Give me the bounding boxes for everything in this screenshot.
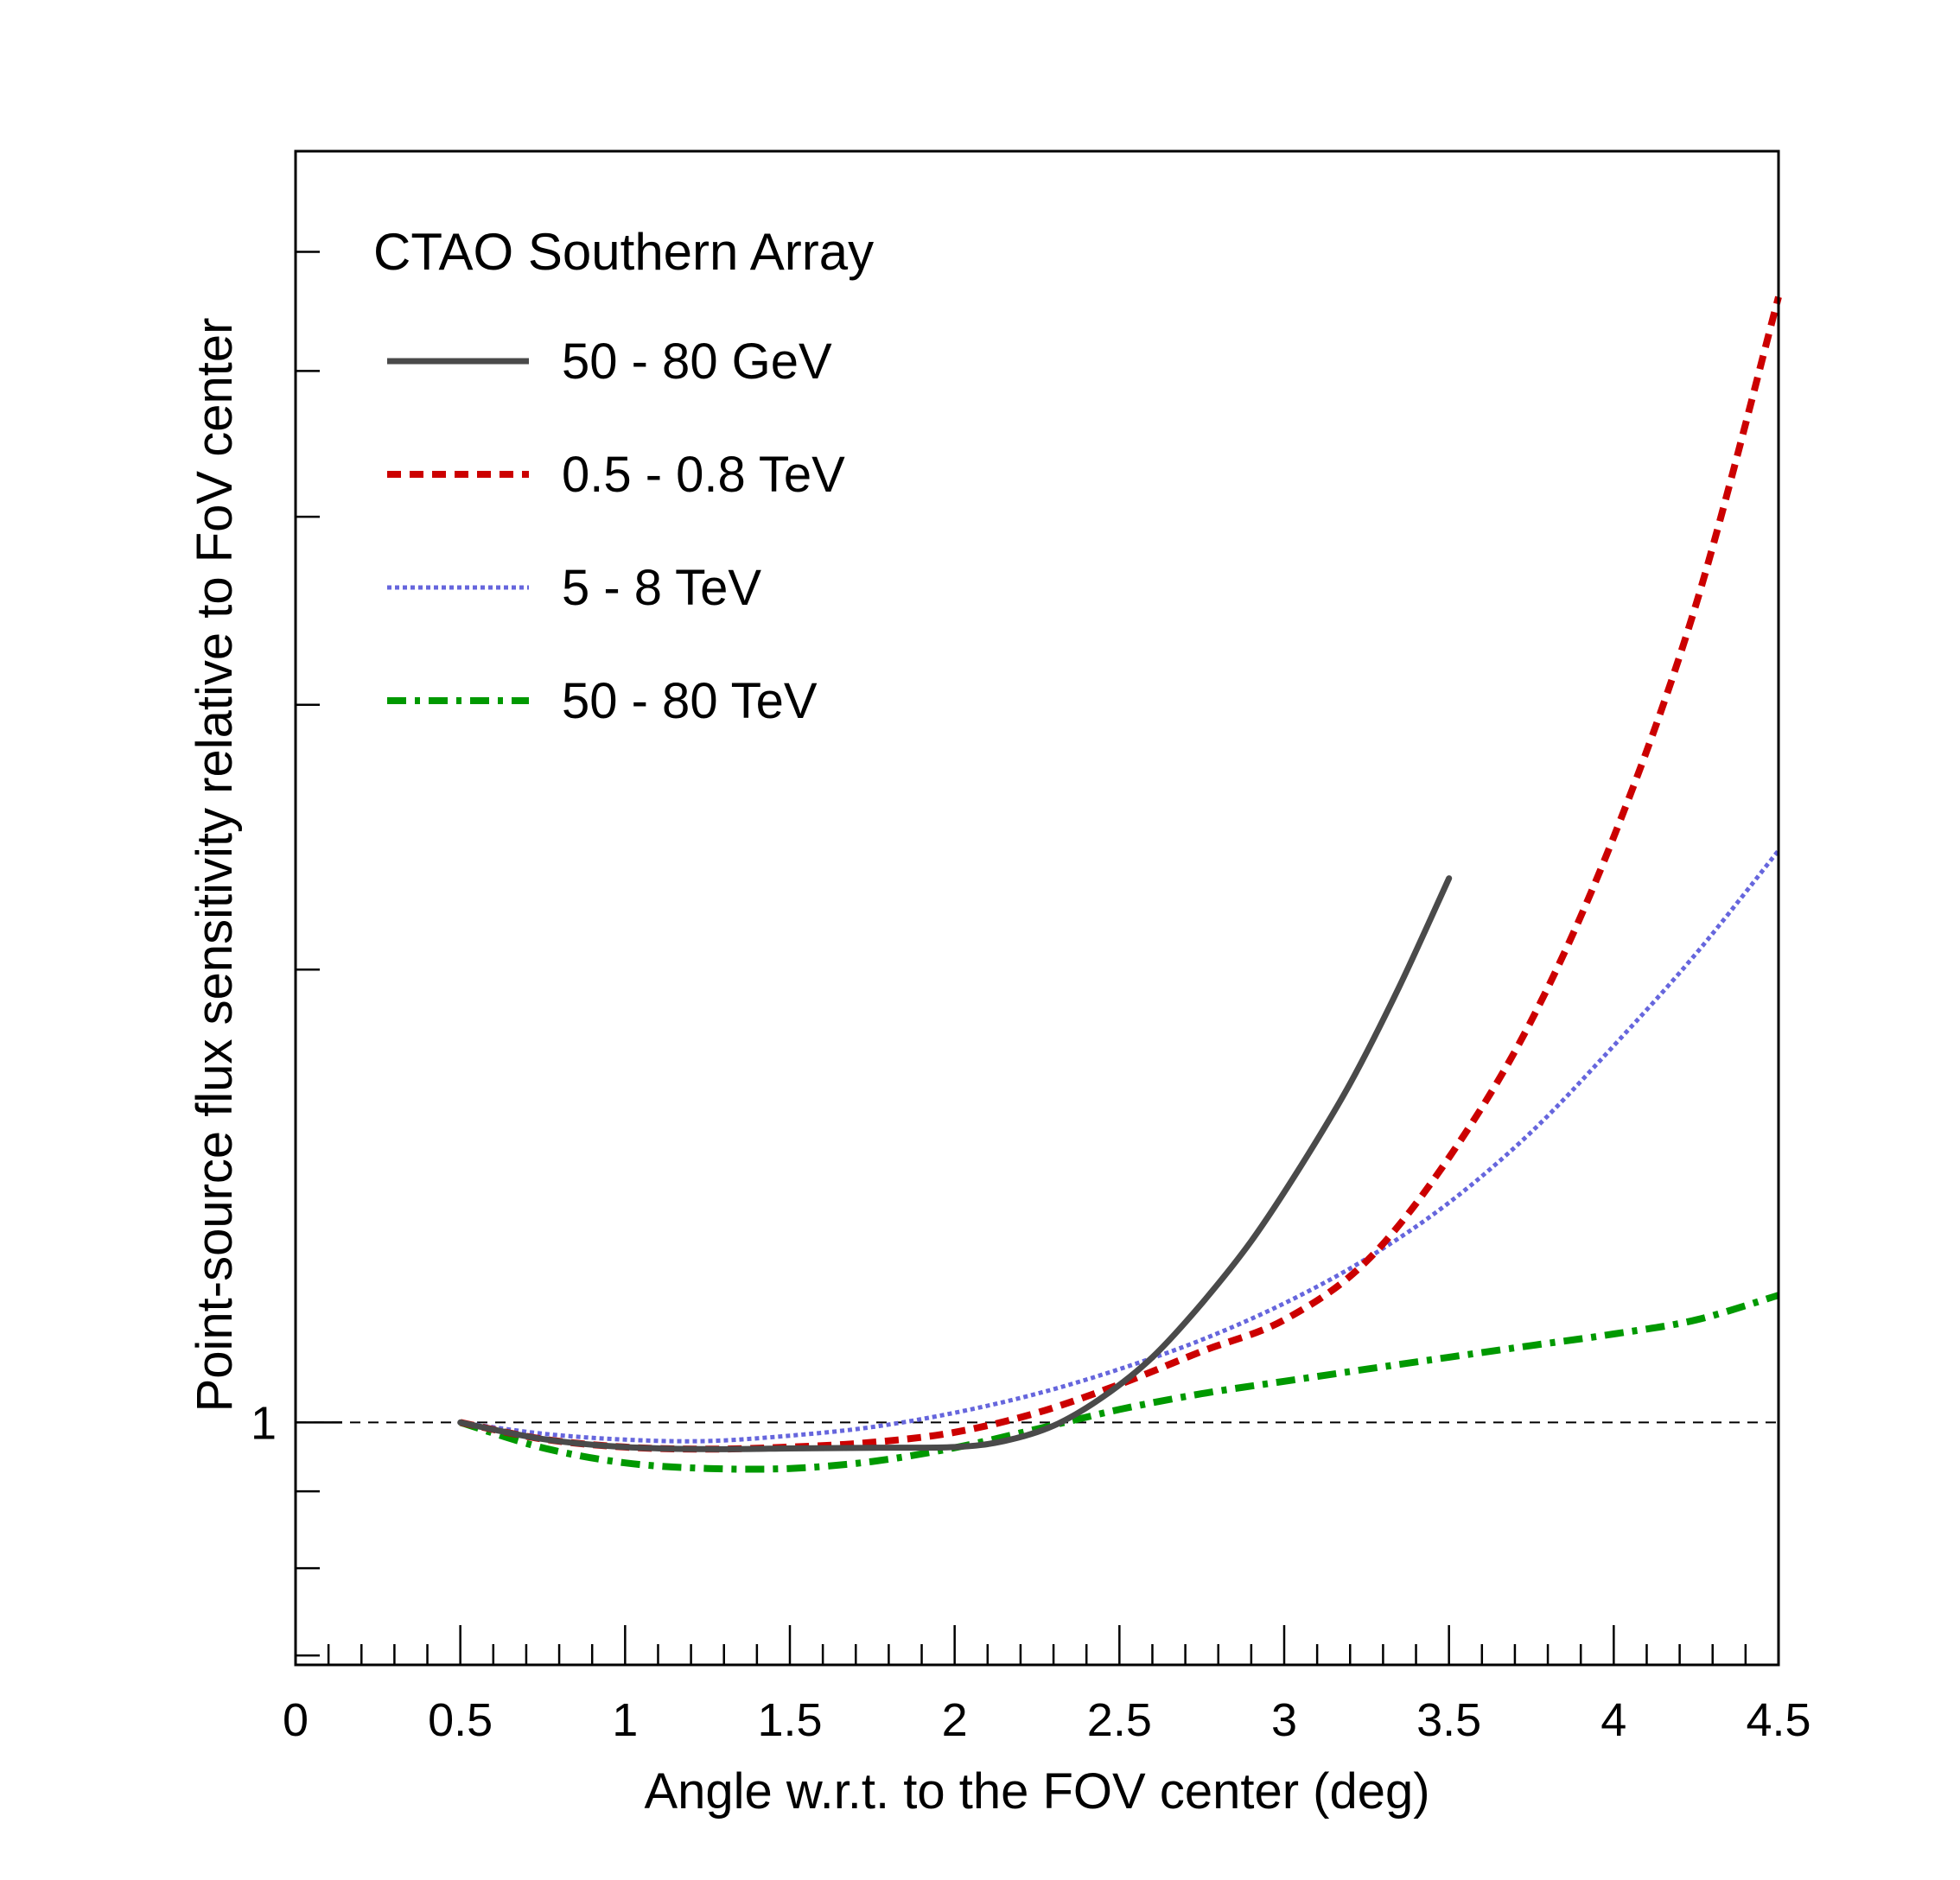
x-tick-label: 4.5 [1746, 1694, 1810, 1746]
y-axis: 1 [251, 251, 342, 1657]
y-tick-label: 1 [251, 1397, 277, 1449]
y-axis-title: Point-source flux sensitivity relative t… [187, 318, 243, 1413]
x-tick-label: 3 [1271, 1694, 1297, 1746]
series-line-1 [457, 875, 1453, 1452]
legend-label-2: 0.5 - 0.8 TeV [562, 447, 845, 503]
x-tick-label: 2 [942, 1694, 968, 1746]
legend-title: CTAO Southern Array [373, 223, 874, 281]
x-tick-label: 4 [1600, 1694, 1626, 1746]
x-tick-label: 0 [283, 1694, 309, 1746]
x-tick-label: 0.5 [428, 1694, 493, 1746]
series-line-3 [460, 848, 1780, 1444]
legend-label-4: 50 - 80 TeV [562, 673, 818, 729]
legend-label-1: 50 - 80 GeV [562, 333, 832, 390]
x-axis: 0 0.5 1 1.5 2 2.5 3 3.5 4 4.5 [283, 1625, 1811, 1746]
x-tick-label: 1.5 [757, 1694, 822, 1746]
plot-frame [294, 149, 1780, 1667]
x-axis-title: Angle w.r.t. to the FOV center (deg) [644, 1763, 1429, 1820]
x-tick-label: 1 [612, 1694, 638, 1746]
legend: CTAO Southern Array 50 - 80 GeV 0.5 - 0.8… [373, 223, 874, 729]
x-tick-label: 2.5 [1087, 1694, 1152, 1746]
series-group [457, 295, 1782, 1473]
x-tick-label: 3.5 [1416, 1694, 1481, 1746]
series-line-4 [459, 1292, 1780, 1473]
legend-label-3: 5 - 8 TeV [562, 560, 761, 616]
